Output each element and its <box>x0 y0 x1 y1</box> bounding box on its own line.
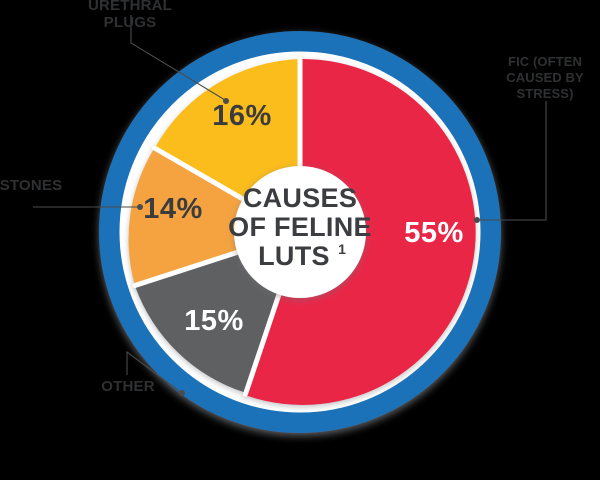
leader-dot-fic <box>474 217 480 223</box>
center-disc <box>234 166 366 298</box>
leader-dot-other <box>179 390 185 396</box>
center-title: CAUSES OF FELINE LUTS 1 <box>228 183 372 271</box>
leader-lines <box>33 15 547 396</box>
value-label-urethral-plugs: 16% <box>212 100 272 132</box>
leader-other <box>126 350 184 395</box>
callout-urethral-plugs-line2: PLUGS <box>104 14 157 31</box>
callout-urethral-plugs-line1: URETHRAL <box>88 0 172 14</box>
center-title-line1: CAUSES <box>243 183 357 213</box>
callout-stones-line1: STONES <box>0 177 62 194</box>
leader-urethral-plugs <box>130 15 226 101</box>
callout-labels: URETHRAL PLUGS STONES OTHER FIC (OFTEN C… <box>0 0 584 395</box>
segment-stones[interactable] <box>128 149 300 284</box>
leader-fic <box>476 101 547 221</box>
value-label-other: 15% <box>184 305 244 337</box>
callout-fic-line2: CAUSED BY <box>506 70 584 85</box>
value-label-stones: 14% <box>143 193 203 225</box>
center-title-line3: LUTS <box>258 241 330 271</box>
inner-ring-gap <box>119 51 481 413</box>
value-label-fic: 55% <box>404 217 464 249</box>
callout-fic-line3: STRESS) <box>516 86 573 101</box>
center-title-line2: OF FELINE <box>228 212 372 242</box>
center-title-superscript: 1 <box>338 241 346 257</box>
leader-dot-stones <box>137 204 143 210</box>
leader-dot-urethral-plugs <box>223 98 229 104</box>
outer-blue-ring <box>99 31 501 433</box>
value-labels: 55% 15% 14% 16% <box>143 100 464 337</box>
callout-other-line1: OTHER <box>101 378 155 395</box>
callout-fic-line1: FIC (OFTEN <box>508 54 582 69</box>
